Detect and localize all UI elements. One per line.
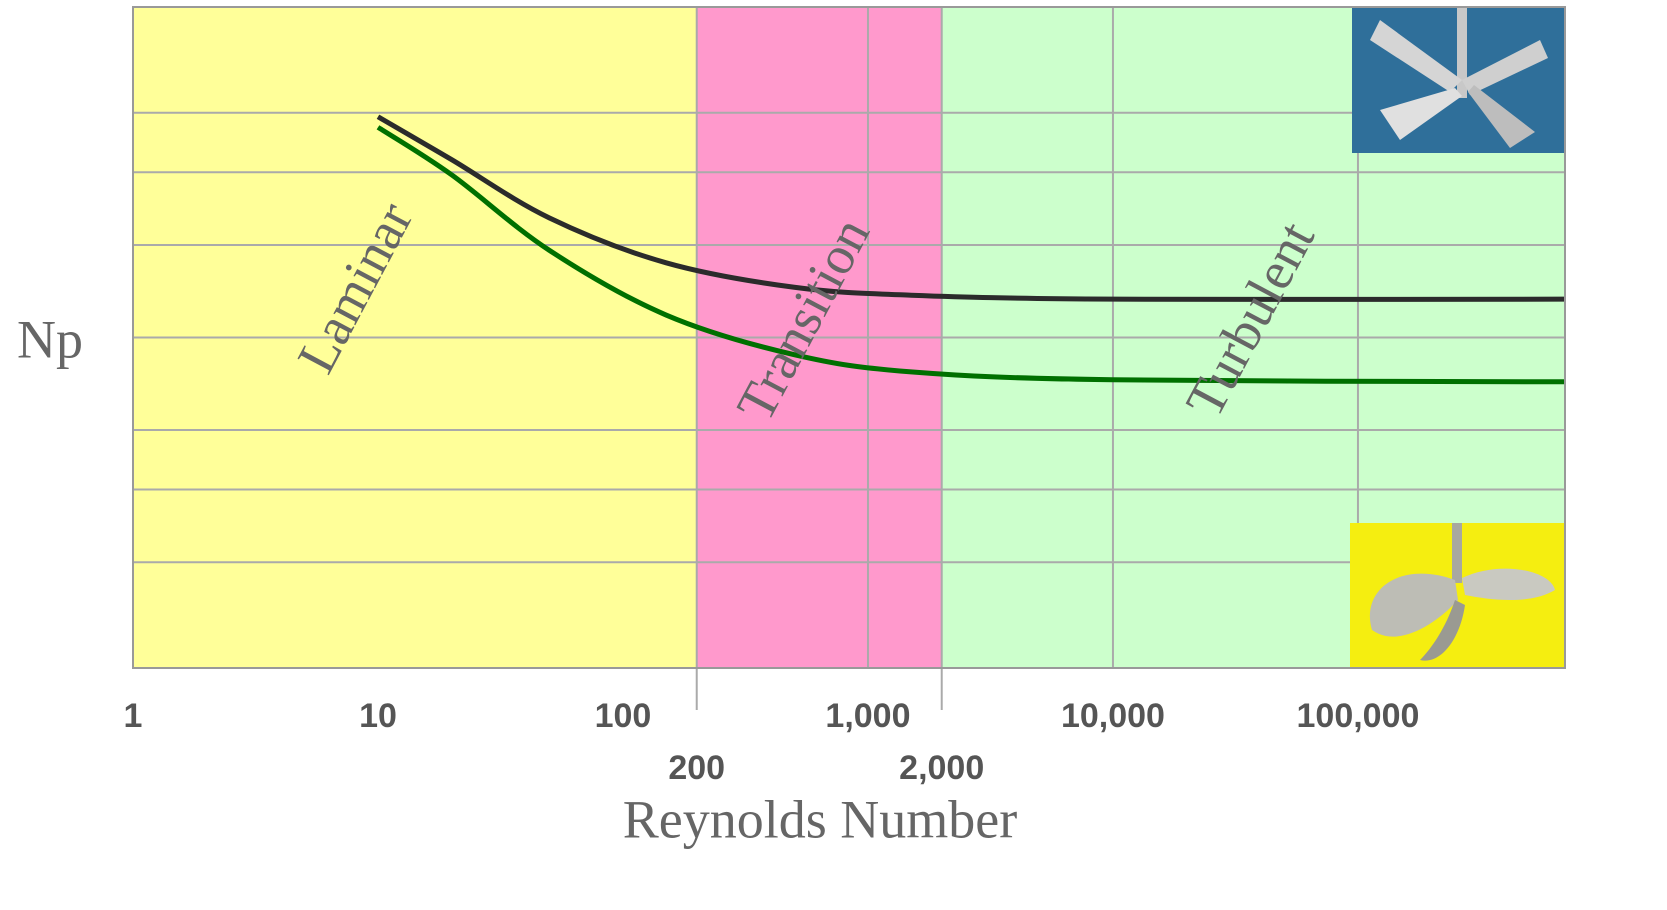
x-tick-label: 2,000	[899, 749, 984, 787]
x-tick-label: 200	[668, 749, 725, 787]
x-tick-label: 100	[595, 697, 652, 735]
x-tick-label: 10	[359, 697, 397, 735]
impeller-photo-bottom	[1350, 523, 1565, 668]
chart: LaminarTransitionTurbulent1101002001,000…	[0, 0, 1667, 910]
x-tick-label: 100,000	[1297, 697, 1420, 735]
x-axis-label: Reynolds Number	[623, 789, 1017, 849]
x-tick-label: 1	[124, 697, 143, 735]
impeller-photo-top	[1352, 8, 1565, 153]
x-tick-label: 10,000	[1061, 697, 1165, 735]
x-tick-label: 1,000	[825, 697, 910, 735]
y-axis-label: Np	[17, 309, 83, 369]
